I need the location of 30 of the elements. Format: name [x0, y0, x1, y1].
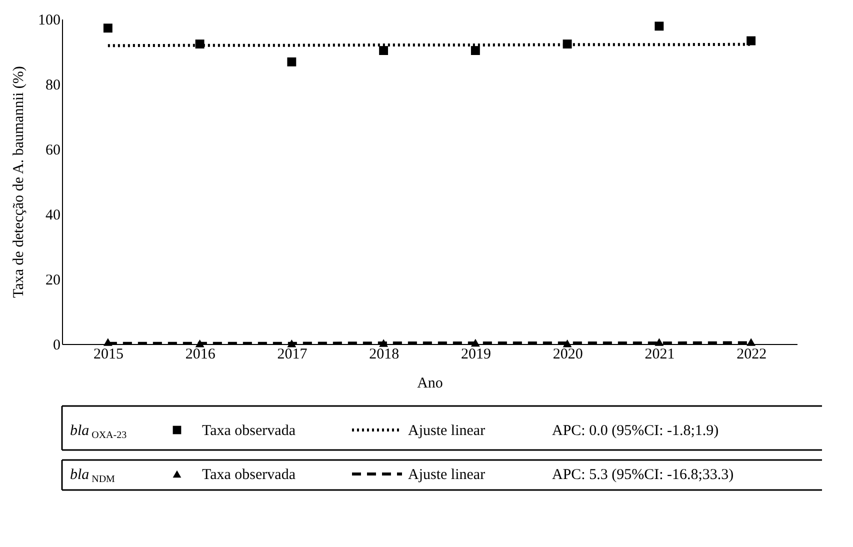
y-axis-title: Taxa de detecção de A. baumannii (%) — [11, 66, 27, 298]
x-tick-label: 2021 — [644, 346, 675, 362]
point — [654, 338, 664, 346]
x-tick-label: 2020 — [552, 346, 583, 362]
x-tick-label: 2022 — [736, 346, 767, 362]
point — [470, 46, 480, 55]
legend-label: Taxa observada — [202, 423, 296, 439]
y-tick-label: 40 — [46, 208, 60, 224]
y-tick-label: 20 — [46, 272, 60, 288]
x-tick-label: 2019 — [460, 346, 491, 362]
x-tick-label: 2016 — [185, 346, 216, 362]
point — [103, 24, 112, 33]
text: APC: 0.0 (95%CI: -1.8;1.9) — [552, 423, 719, 439]
legend-label: Taxa observada — [202, 467, 296, 483]
point — [654, 22, 664, 31]
x-axis-title: Ano — [417, 376, 443, 392]
legend-label: Ajuste linear — [408, 423, 486, 439]
point — [746, 36, 756, 46]
x-tick-label: 2015 — [93, 346, 124, 362]
legend-label: Ajuste linear — [408, 467, 486, 483]
y-tick-label: 80 — [46, 78, 60, 94]
point — [746, 338, 756, 346]
y-tick-label: 100 — [38, 12, 60, 28]
point — [379, 46, 388, 55]
y-tick-label: 60 — [46, 142, 60, 158]
y-tick-label: 0 — [53, 338, 60, 354]
text: APC: 5.3 (95%CI: -16.8;33.3) — [552, 467, 734, 483]
point — [287, 57, 296, 66]
x-tick-label: 2018 — [369, 346, 400, 362]
x-tick-label: 2017 — [277, 346, 308, 362]
